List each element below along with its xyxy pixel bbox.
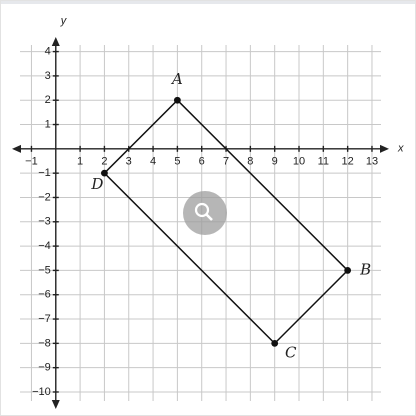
y-tick-label: 4 — [45, 45, 51, 57]
y-tick-label: −1 — [38, 167, 51, 179]
x-tick-label: 10 — [293, 156, 305, 168]
x-tick-label: 9 — [272, 156, 278, 168]
top-bar — [0, 0, 416, 4]
zoom-icon[interactable] — [183, 191, 227, 235]
zoom-button[interactable] — [183, 191, 227, 235]
y-tick-label: 2 — [45, 94, 51, 106]
vertex — [173, 96, 181, 104]
vertex — [271, 339, 279, 347]
x-axis-label: x — [397, 143, 404, 155]
y-tick-label: −2 — [38, 191, 51, 203]
y-tick-label: −4 — [38, 240, 51, 252]
x-tick-label: 4 — [150, 156, 156, 168]
vertex-label: B — [359, 260, 371, 278]
x-tick-label: 3 — [126, 156, 132, 168]
vertex-label: C — [285, 343, 297, 361]
x-tick-label: 12 — [342, 156, 354, 168]
y-tick-label: −7 — [38, 313, 51, 325]
zoom-handle — [205, 213, 213, 221]
x-tick-label: 7 — [223, 156, 229, 168]
zoom-glass — [194, 202, 210, 218]
vertex — [101, 169, 108, 177]
vertex-label: A — [170, 70, 183, 88]
x-tick-label: −1 — [25, 156, 38, 168]
x-tick-label: 13 — [366, 156, 378, 168]
vertex-label: D — [90, 175, 103, 193]
x-tick-label: 1 — [77, 156, 83, 168]
y-tick-label: −10 — [32, 386, 51, 398]
x-tick-label: 5 — [174, 156, 180, 168]
y-axis-label: y — [60, 15, 68, 27]
x-tick-label: 8 — [247, 156, 253, 168]
x-tick-label: 2 — [101, 156, 107, 168]
vertex — [344, 267, 352, 274]
y-tick-label: −3 — [38, 216, 51, 228]
y-tick-label: −6 — [38, 289, 51, 301]
y-tick-label: −8 — [38, 337, 51, 349]
y-tick-label: −5 — [38, 264, 51, 276]
y-tick-label: 3 — [45, 70, 51, 82]
y-tick-label: 1 — [45, 118, 51, 130]
x-tick-label: 6 — [199, 156, 205, 168]
y-tick-label: −9 — [38, 362, 51, 374]
x-tick-label: 11 — [318, 156, 329, 168]
